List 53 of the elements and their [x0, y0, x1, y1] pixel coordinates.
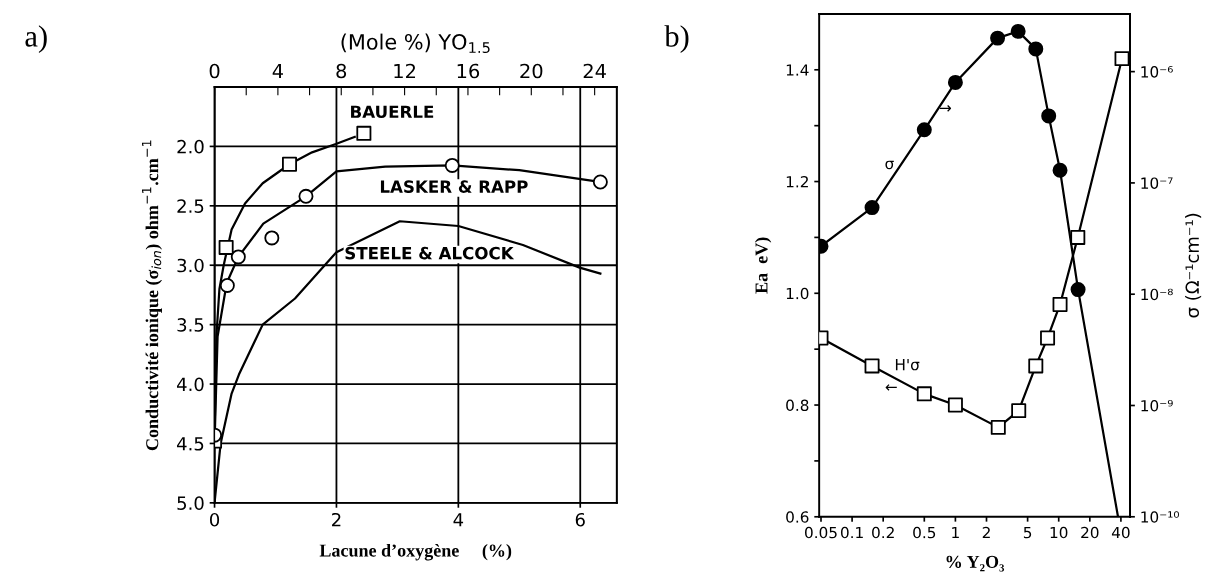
x-tick-label: 10 — [1050, 526, 1068, 539]
x-tick-label: 6 — [575, 512, 585, 527]
y-tick-label: 2.5 — [177, 199, 204, 213]
y-tick-label: 1.2 — [786, 176, 808, 188]
y-axis-title: Ea eV) — [754, 237, 772, 294]
y-tick-label: 10⁻⁶ — [1141, 66, 1173, 78]
x-tick-label: 0.5 — [913, 526, 936, 539]
y-tick-label: 3.0 — [177, 258, 204, 273]
annotation: BAUERLE — [351, 105, 434, 119]
x-tick-label: 2 — [982, 526, 990, 539]
y-tick-label: 4.0 — [176, 377, 204, 392]
y-tick-label: 4.5 — [176, 437, 204, 451]
y-tick-label: 1.0 — [786, 287, 809, 300]
y-tick-label: 0.6 — [786, 511, 809, 523]
x-tick-label: 4 — [453, 513, 464, 527]
x-tick-label: 20 — [1081, 526, 1099, 539]
x-tick-label: 0.2 — [872, 526, 894, 539]
x2-axis-title: (Mole %) YO$_{1.5}$ — [341, 33, 490, 54]
y-tick-label: 3.5 — [177, 318, 204, 332]
y-axis-title: Conductivité ionique (σ$_{ion}$) ohm$^{−1}$.cm$^{−1}$ — [142, 140, 162, 451]
annotation: STEELE & ALCOCK — [345, 246, 515, 260]
chart-title: a) — [25, 25, 47, 53]
annotation: LASKER & RAPP — [380, 180, 528, 193]
chart-title: b) — [664, 25, 689, 53]
y-tick-label: 0.8 — [786, 399, 809, 412]
annotation: σ — [885, 160, 894, 170]
y-tick-label: 1.4 — [786, 64, 809, 76]
annotation: ← — [885, 384, 897, 391]
x-tick-label: 0.05 — [805, 526, 837, 539]
x2-tick-label: 12 — [394, 63, 416, 79]
annotation: → — [939, 105, 952, 112]
x-tick-label: 2 — [332, 512, 341, 527]
x2-tick-label: 16 — [457, 63, 480, 79]
x2-tick-label: 0 — [209, 63, 220, 79]
y-tick-label: 10⁻¹⁰ — [1141, 511, 1179, 523]
x-tick-label: 1 — [952, 526, 959, 539]
y-tick-label: 5.0 — [177, 496, 204, 510]
x-tick-label: 0.1 — [840, 526, 863, 539]
x-tick-label: 5 — [1023, 526, 1032, 539]
x2-tick-label: 20 — [520, 63, 543, 79]
x-tick-label: 40 — [1111, 526, 1130, 539]
x2-tick-label: 4 — [272, 63, 283, 79]
annotation: H'σ — [895, 359, 920, 371]
x-tick-label: 0 — [209, 512, 220, 527]
x2-tick-label: 24 — [583, 63, 606, 79]
y-tick-label: 10⁻⁸ — [1141, 288, 1173, 301]
y-tick-label: 10⁻⁹ — [1141, 399, 1173, 412]
y-axis-title: σ (Ω⁻¹cm⁻¹) — [1185, 213, 1202, 318]
x2-tick-label: 8 — [336, 63, 347, 79]
y-tick-label: 2.0 — [177, 139, 204, 154]
y-tick-label: 10⁻⁷ — [1141, 177, 1173, 189]
x-axis-title: % Y₂O₃ — [946, 555, 1005, 572]
x-axis-title: Lacune d’oxygène (%) — [319, 543, 512, 561]
